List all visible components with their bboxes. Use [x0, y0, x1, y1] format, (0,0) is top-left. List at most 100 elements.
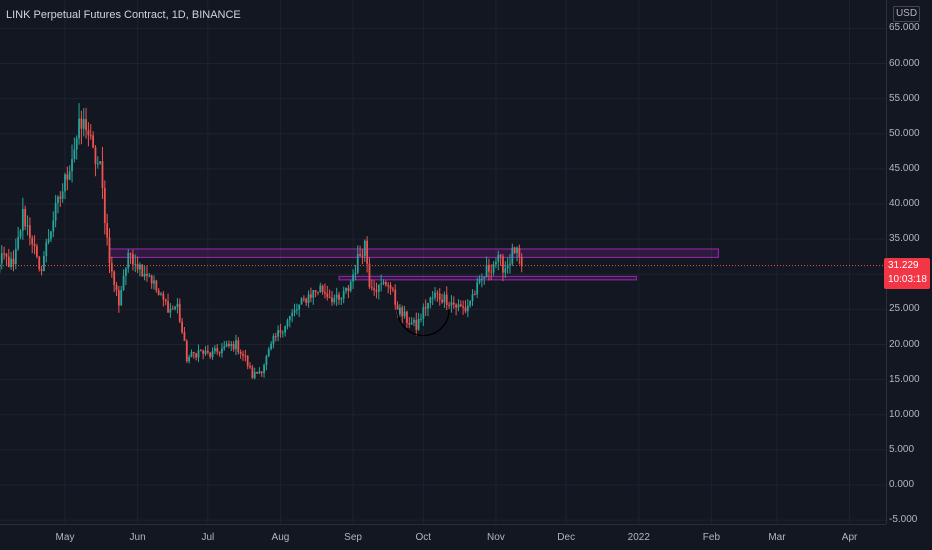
candle-body	[497, 255, 500, 262]
candle-body	[462, 306, 465, 308]
price-tick-label: 10.000	[889, 408, 920, 420]
candle-body	[85, 119, 87, 131]
candle-body	[57, 196, 59, 203]
candle-body	[129, 253, 132, 255]
candle-body	[253, 371, 256, 379]
candle-body	[399, 307, 401, 315]
chart-title: LINK Perpetual Futures Contract, 1D, BIN…	[6, 9, 241, 21]
candle-body	[153, 280, 155, 284]
candle-body	[89, 135, 92, 137]
time-tick-label: Aug	[271, 532, 290, 543]
candle-body	[54, 202, 57, 221]
candle-body	[478, 278, 481, 283]
candle-body	[338, 294, 340, 300]
candle-body	[452, 302, 455, 305]
chart-area[interactable]: LINK Perpetual Futures Contract, 1D, BIN…	[0, 0, 886, 524]
candle-body	[464, 307, 467, 312]
candle-body	[96, 163, 99, 165]
candle-body	[302, 298, 305, 300]
candle-body	[415, 319, 418, 330]
candle-body	[403, 311, 406, 317]
candle-body	[513, 247, 516, 254]
candle-body	[242, 353, 244, 356]
candle-body	[436, 292, 439, 294]
candle-body	[443, 294, 446, 303]
candle-body	[298, 304, 301, 310]
candle-body	[509, 263, 511, 265]
candle-body	[345, 287, 347, 291]
currency-badge[interactable]: USD	[893, 6, 920, 22]
candle-body	[347, 287, 350, 291]
time-tick-label: Mar	[768, 532, 786, 543]
candle-body	[3, 253, 6, 255]
candle-body	[202, 350, 205, 354]
candle-body	[295, 309, 298, 311]
candle-body	[52, 220, 55, 232]
candle-body	[459, 304, 462, 307]
candle-body	[78, 118, 80, 139]
candle-body	[281, 332, 284, 334]
candle-body	[427, 302, 429, 309]
candle-body	[319, 285, 322, 293]
candle-body	[516, 247, 518, 254]
resistance-zone	[108, 248, 719, 258]
candle-body	[408, 323, 411, 325]
candle-body	[366, 240, 369, 264]
candle-body	[157, 290, 160, 295]
candle-body	[342, 290, 345, 299]
resistance-zone	[338, 275, 637, 281]
candle-body	[331, 297, 333, 303]
candle-body	[495, 261, 497, 265]
candle-body	[209, 352, 212, 358]
candle-body	[417, 319, 420, 330]
candle-body	[94, 147, 97, 164]
candle-body	[246, 355, 249, 367]
candle-body	[434, 292, 436, 298]
candle-body	[73, 149, 76, 160]
candle-body	[190, 352, 193, 357]
candle-body	[471, 294, 474, 301]
candle-body	[305, 298, 308, 303]
candle-body	[448, 304, 450, 306]
candle-body	[218, 351, 221, 354]
candle-body	[256, 371, 258, 374]
candle-body	[134, 264, 137, 266]
candle-body	[120, 289, 123, 306]
candle-body	[237, 340, 240, 352]
candle-body	[466, 305, 469, 312]
time-tick-label: Dec	[557, 532, 576, 543]
time-tick-label: Jul	[201, 532, 215, 543]
candle-body	[50, 231, 52, 240]
candle-body	[293, 310, 296, 313]
candle-body	[340, 298, 343, 300]
candle-body	[183, 332, 186, 341]
price-tick-label: 45.000	[889, 162, 920, 174]
candle-body	[300, 298, 303, 305]
candle-body	[380, 283, 383, 285]
candlestick-plot[interactable]	[0, 0, 886, 524]
candle-body	[504, 268, 507, 273]
candle-body	[333, 298, 336, 303]
candle-body	[317, 291, 319, 293]
price-tick-label: 5.000	[889, 443, 915, 455]
candle-body	[17, 236, 20, 249]
time-scale[interactable]	[0, 524, 886, 550]
candle-body	[359, 254, 361, 256]
candle-body	[265, 355, 268, 365]
candle-body	[143, 273, 146, 277]
candle-body	[213, 348, 216, 352]
candle-body	[115, 285, 118, 291]
price-tick-label: 25.000	[889, 303, 920, 315]
candle-body	[314, 290, 317, 292]
candle-body	[64, 174, 66, 192]
candle-body	[483, 276, 486, 279]
candle-body	[387, 285, 390, 287]
candle-body	[33, 244, 36, 247]
candle-body	[429, 297, 432, 303]
candle-body	[14, 248, 17, 265]
candle-body	[488, 264, 490, 272]
candle-body	[401, 307, 404, 317]
candle-body	[335, 294, 338, 299]
candle-body	[258, 371, 261, 374]
price-tick-label: 0.000	[889, 479, 915, 490]
